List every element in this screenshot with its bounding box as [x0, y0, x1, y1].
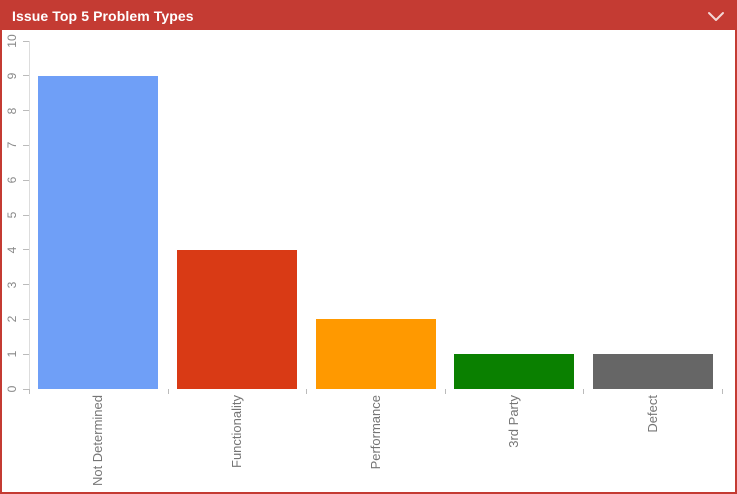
- y-axis-line: [29, 41, 30, 389]
- y-axis-tick: [23, 179, 29, 181]
- y-axis-tick: [23, 353, 29, 355]
- y-tick-label: 3: [5, 281, 19, 288]
- x-category-label: Not Determined: [90, 395, 106, 487]
- x-axis-tick: [722, 389, 723, 394]
- y-axis-tick: [23, 214, 29, 216]
- bar-performance[interactable]: [315, 319, 436, 389]
- y-tick-label: 0: [5, 385, 19, 393]
- y-tick-label: 2: [5, 316, 19, 323]
- chevron-down-icon[interactable]: [707, 10, 725, 22]
- y-axis-tick: [23, 249, 29, 251]
- x-axis-tick: [167, 389, 169, 394]
- y-tick-label: 9: [5, 72, 19, 80]
- y-tick-label: 7: [5, 142, 19, 149]
- bar-not-determined[interactable]: [38, 75, 159, 389]
- y-tick-label: 10: [5, 34, 19, 48]
- y-axis-tick: [23, 110, 29, 112]
- y-axis-tick: [23, 318, 29, 320]
- y-tick-label: 5: [5, 211, 19, 219]
- y-tick-label: 6: [5, 176, 19, 184]
- y-axis-tick: [23, 144, 29, 146]
- widget-header: Issue Top 5 Problem Types: [2, 2, 735, 30]
- x-category-label: 3rd Party: [506, 395, 522, 448]
- y-tick-label: 4: [5, 246, 19, 254]
- x-category-label: Functionality: [228, 395, 244, 468]
- y-tick-label: 1: [5, 350, 19, 358]
- y-axis-tick: [23, 284, 29, 286]
- widget-title: Issue Top 5 Problem Types: [12, 8, 194, 24]
- x-category-label: Defect: [644, 395, 660, 433]
- y-axis-tick: [23, 388, 29, 390]
- x-category-label: Performance: [367, 395, 383, 470]
- bar-chart: 0 1 2 3 4 5 6 7 8 9 10 Not Determined Functionality P…: [2, 30, 735, 492]
- x-axis-tick: [444, 389, 446, 394]
- y-axis-tick: [23, 40, 29, 42]
- y-axis-tick: [23, 75, 29, 77]
- x-axis-tick: [583, 389, 585, 394]
- bar-defect[interactable]: [592, 354, 713, 389]
- bar-3rd-party[interactable]: [454, 354, 575, 389]
- x-axis-tick: [29, 389, 30, 394]
- bar-functionality[interactable]: [176, 249, 297, 389]
- y-tick-label: 8: [5, 107, 19, 114]
- x-axis-tick: [306, 389, 308, 394]
